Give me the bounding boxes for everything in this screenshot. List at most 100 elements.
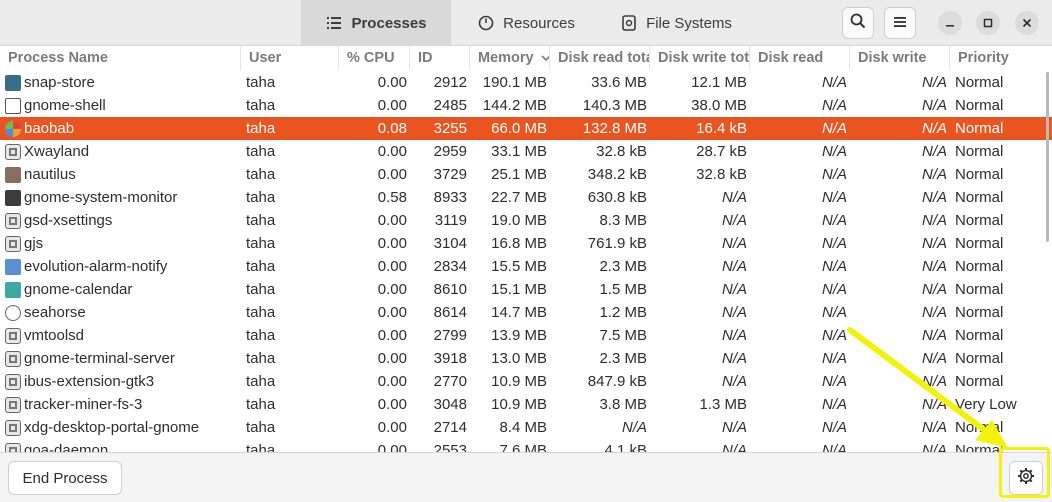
cell-dr-total: 847.9 kB [587,373,647,390]
list-icon [325,14,343,32]
cell-id: 2912 [433,74,467,91]
process-name-cell: gsd-xsettings [5,209,240,232]
table-row[interactable]: goa-daemon taha 0.00 2553 7.6 MB 4.1 kB N/A N/A… [0,439,1052,452]
cell-mem: 7.6 MB [499,442,547,452]
cell-dw-total: N/A [721,442,747,452]
cell-priority: Normal [955,120,1004,137]
cell-id: 3119 [434,212,467,229]
cell-dr: N/A [821,258,847,275]
cell-cpu: 0.00 [377,235,407,252]
cell-cpu: 0.00 [377,373,407,390]
close-button[interactable] [1015,11,1039,35]
cell-dw-total: 12.1 MB [691,74,747,91]
cell-dr: N/A [821,166,847,183]
column-header-priority[interactable]: Priority [949,46,1052,70]
gear-app-icon [5,350,21,367]
table-row[interactable]: baobab taha 0.08 3255 66.0 MB 132.8 MB 16.4 kB… [0,117,1052,140]
table-row[interactable]: gnome-shell taha 0.00 2485 144.2 MB 140.3 MB 3… [0,94,1052,117]
column-header-process-name[interactable]: Process Name [8,50,108,66]
column-header-disk-read[interactable]: Disk read [749,46,849,70]
process-name: gnome-system-monitor [24,189,178,206]
cell-id: 8610 [433,281,467,298]
process-name-cell: snap-store [5,71,240,94]
table-row[interactable]: snap-store taha 0.00 2912 190.1 MB 33.6 MB 12.… [0,71,1052,94]
table-row[interactable]: xdg-desktop-portal-gnome taha 0.00 2714 8.4 … [0,416,1052,439]
cell-dw-total: 32.8 kB [696,166,747,183]
minimize-button[interactable] [938,11,962,35]
cell-dw: N/A [921,327,947,344]
cell-dw-total: N/A [721,304,747,321]
process-name-cell: gnome-calendar [5,278,240,301]
cell-id: 3048 [433,396,467,413]
maximize-button[interactable] [976,11,1000,35]
table-row[interactable]: gjs taha 0.00 3104 16.8 MB 761.9 kB N/A N/A N/A N… [0,232,1052,255]
cell-cpu: 0.00 [377,166,407,183]
cell-dr-total: 1.2 MB [599,304,647,321]
cell-dw: N/A [921,419,947,436]
cell-dw: N/A [921,74,947,91]
cell-mem: 25.1 MB [491,166,547,183]
cell-priority: Normal [955,304,1004,321]
cell-mem: 190.1 MB [482,74,547,91]
cell-dr: N/A [821,396,847,413]
column-header-disk-write[interactable]: Disk write [849,46,949,70]
end-process-button[interactable]: End Process [8,461,122,495]
cell-dw: N/A [921,396,947,413]
table-row[interactable]: gnome-terminal-server taha 0.00 3918 13.0 MB… [0,347,1052,370]
column-header-memory[interactable]: Memory [469,46,549,70]
cell-user: taha [246,281,276,298]
minimize-icon [945,15,955,32]
cell-priority: Normal [955,327,1004,344]
table-row[interactable]: seahorse taha 0.00 8614 14.7 MB 1.2 MB N/A N/A N… [0,301,1052,324]
column-header-id[interactable]: ID [409,46,469,70]
cell-dw-total: N/A [721,373,747,390]
cell-user: taha [246,143,276,160]
cell-mem: 10.9 MB [491,396,547,413]
cell-dw-total: N/A [721,281,747,298]
main-menu-button[interactable] [884,7,916,39]
column-header-cpu[interactable]: % CPU [338,46,409,70]
table-row[interactable]: gnome-system-monitor taha 0.58 8933 22.7 MB 6… [0,186,1052,209]
table-row[interactable]: Xwayland taha 0.00 2959 33.1 MB 32.8 kB 28.7 k… [0,140,1052,163]
tab-resources[interactable]: Resources [451,0,601,46]
column-header-row: Process Name User % CPU ID Memory Disk r… [0,46,1052,70]
cell-dr: N/A [821,74,847,91]
cell-dr-total: 2.3 MB [599,258,647,275]
cell-dw-total: 38.0 MB [691,97,747,114]
column-header-disk-write-total[interactable]: Disk write tot [649,46,749,70]
process-list: snap-store taha 0.00 2912 190.1 MB 33.6 MB 12.… [0,71,1052,452]
tab-processes[interactable]: Processes [301,0,451,46]
cell-priority: Normal [955,97,1004,114]
cell-id: 2714 [433,419,467,436]
process-name-cell: gjs [5,232,240,255]
process-name: Xwayland [24,143,90,160]
cell-id: 8933 [433,189,467,206]
cell-dr-total: 3.8 MB [599,396,647,413]
process-settings-button[interactable] [1009,461,1043,495]
process-name: evolution-alarm-notify [24,258,168,275]
cell-dw-total: 28.7 kB [696,143,747,160]
search-button[interactable] [842,7,874,39]
process-name: ibus-extension-gtk3 [24,373,155,390]
table-row[interactable]: vmtoolsd taha 0.00 2799 13.9 MB 7.5 MB N/A N/A N… [0,324,1052,347]
cell-priority: Normal [955,166,1004,183]
cell-dr: N/A [821,212,847,229]
cell-dr-total: 8.3 MB [599,212,647,229]
process-name-cell: gnome-terminal-server [5,347,240,370]
gear-app-icon [5,442,21,452]
scrollbar[interactable] [1046,72,1049,242]
column-header-disk-read-total[interactable]: Disk read tota [549,46,649,70]
cell-priority: Normal [955,442,1004,452]
table-row[interactable]: nautilus taha 0.00 3729 25.1 MB 348.2 kB 32.8 … [0,163,1052,186]
table-row[interactable]: tracker-miner-fs-3 taha 0.00 3048 10.9 MB 3.8… [0,393,1052,416]
table-row[interactable]: ibus-extension-gtk3 taha 0.00 2770 10.9 MB 84… [0,370,1052,393]
cell-dw: N/A [921,143,947,160]
tab-file-systems[interactable]: File Systems [601,0,751,46]
table-row[interactable]: gsd-xsettings taha 0.00 3119 19.0 MB 8.3 MB N/… [0,209,1052,232]
column-header-user[interactable]: User [240,46,338,70]
table-row[interactable]: gnome-calendar taha 0.00 8610 15.1 MB 1.5 MB N… [0,278,1052,301]
table-row[interactable]: evolution-alarm-notify taha 0.00 2834 15.5 M… [0,255,1052,278]
cell-priority: Normal [955,235,1004,252]
cell-dw-total: N/A [721,212,747,229]
cell-priority: Normal [955,189,1004,206]
